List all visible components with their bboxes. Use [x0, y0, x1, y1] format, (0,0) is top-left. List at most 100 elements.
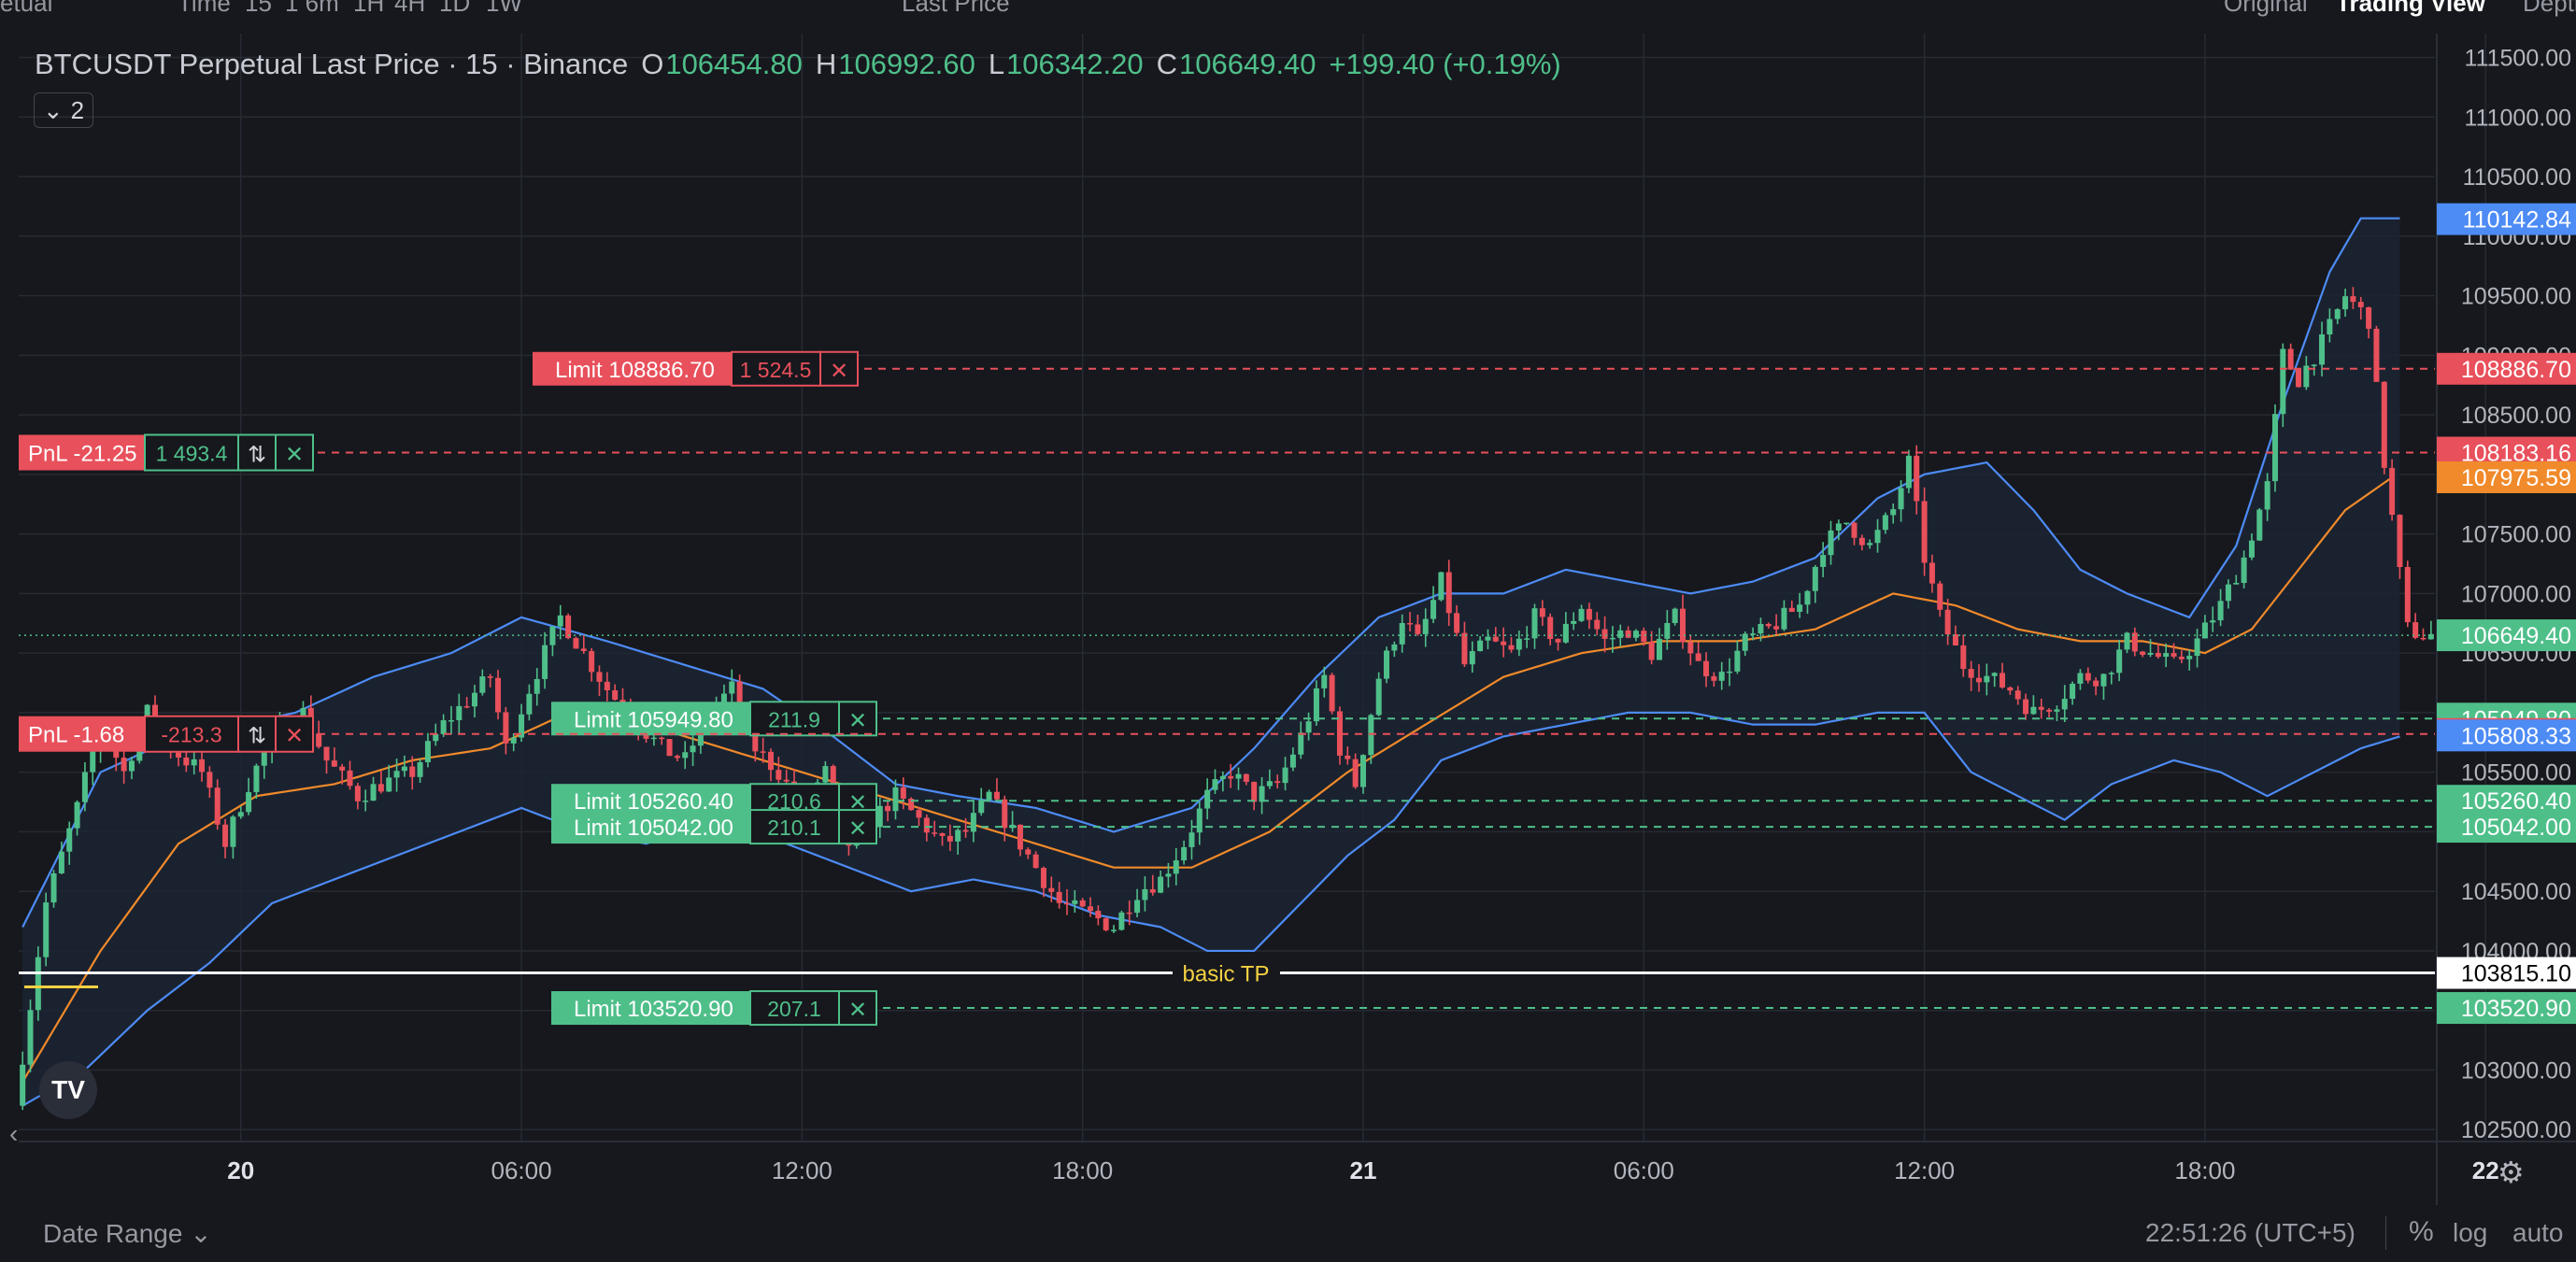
tradingview-logo[interactable]: TV [39, 1061, 97, 1119]
candle-body [580, 648, 587, 651]
candle-body [2147, 652, 2154, 655]
position-ticket[interactable]: PnL -21.25 1 493.4 ⇅ ✕ [19, 433, 2435, 472]
toolbar-item[interactable]: Time [178, 0, 231, 17]
price-label-box [2437, 619, 2576, 652]
candle-body [479, 676, 486, 693]
candle-body [2397, 515, 2403, 568]
tp-label: basic TP [1183, 962, 1270, 987]
candle-body [1469, 651, 1475, 665]
candle-body [1867, 543, 1873, 546]
toolbar-item[interactable]: Depth [2523, 0, 2576, 17]
candle-body [1305, 721, 1312, 733]
candle-body [1111, 929, 1117, 931]
candle-body [1399, 623, 1405, 645]
percent-scale-toggle[interactable]: % [2409, 1216, 2434, 1247]
candle-body [908, 799, 915, 811]
candle-body [1578, 608, 1585, 621]
candle-body [424, 741, 431, 762]
candle-body [939, 833, 946, 836]
toolbar-item[interactable]: Trading View [2336, 0, 2485, 17]
candle-body [885, 805, 891, 812]
toolbar-item[interactable]: 15 [245, 0, 272, 17]
candle-body [1196, 808, 1203, 833]
candle-body [1375, 678, 1382, 716]
candle-body [1352, 759, 1359, 787]
time-tick: 12:00 [1894, 1156, 1955, 1184]
candle-body [487, 676, 493, 678]
candle-body [1492, 636, 1499, 642]
candle-body [1422, 618, 1429, 634]
candle-body [1656, 638, 1662, 660]
candle-body [206, 772, 213, 788]
order-ticket[interactable]: Limit 105042.00 210.1 ✕ [551, 809, 877, 845]
close-icon-box [838, 809, 877, 845]
candle-body [1384, 650, 1390, 679]
gear-icon[interactable]: ⚙ [2498, 1156, 2525, 1189]
date-range-button[interactable]: Date Range ⌄ [43, 1219, 212, 1248]
toolbar-item[interactable]: etual [0, 0, 53, 17]
candle-body [1952, 634, 1958, 645]
ohlc-high: H106992.60 [815, 48, 975, 80]
candle-body [565, 615, 572, 639]
candle-body [1680, 608, 1686, 643]
toolbar-item[interactable]: 1W [486, 0, 522, 17]
price-tick: 107000.00 [2461, 581, 2571, 607]
candle-body [876, 805, 883, 828]
log-scale-toggle[interactable]: log [2453, 1218, 2488, 1247]
candle-body [2178, 656, 2185, 659]
clock-timezone[interactable]: 22:51:26 (UTC+5) [2145, 1218, 2355, 1247]
candle-body [2217, 601, 2224, 621]
candle-body [1204, 789, 1211, 809]
candle-body [20, 1064, 26, 1106]
candle-body [1835, 523, 1842, 531]
candle-body [1858, 537, 1865, 546]
candle-body [1501, 641, 1507, 645]
candle-body [246, 792, 252, 813]
ohlc-low: L106342.20 [988, 48, 1144, 80]
candle-body [2163, 653, 2170, 658]
toolbar-item[interactable]: 1 6m [285, 0, 339, 17]
time-tick: 06:00 [491, 1156, 552, 1184]
auto-scale-toggle[interactable]: auto [2512, 1218, 2564, 1247]
candle-body [589, 650, 595, 673]
toolbar-item[interactable]: Last Price [902, 0, 1010, 17]
candle-body [1118, 912, 1125, 930]
candle-body [892, 787, 899, 812]
candle-body [323, 746, 330, 761]
position-ticket[interactable]: PnL -1.68 -213.3 ⇅ ✕ [19, 715, 2435, 753]
candle-body [2404, 567, 2411, 623]
order-ticket[interactable]: Limit 103520.90 207.1 ✕ [551, 990, 877, 1027]
position-pnl: PnL -21.25 [28, 441, 137, 466]
reverse-icon: ⇅ [248, 724, 266, 749]
candle-body [2093, 680, 2099, 687]
order-qty-box [749, 990, 840, 1027]
toolbar-item[interactable]: 4H [394, 0, 426, 17]
order-ticket[interactable]: Limit 105949.80 211.9 ✕ [551, 701, 877, 737]
price-label-text: 110142.84 [2463, 207, 2571, 234]
candle-body [386, 777, 392, 792]
candle-body [2342, 296, 2349, 310]
price-tick: 111500.00 [2465, 46, 2571, 72]
candle-body [2077, 673, 2084, 684]
candle-body [2023, 699, 2029, 715]
candle-body [1617, 630, 1624, 638]
toolbar-item[interactable]: Original [2224, 0, 2308, 17]
candle-body [1134, 900, 1141, 914]
candle-body [1968, 669, 1974, 678]
order-ticket[interactable]: Limit 108886.70 1 524.5 ✕ [533, 350, 859, 387]
candle-body [2070, 683, 2076, 700]
indicators-toggle-button[interactable]: ⌄ 2 [34, 92, 93, 128]
candle-body [510, 737, 517, 744]
candle-body [1991, 673, 1998, 676]
toolbar-item[interactable]: 1H [353, 0, 385, 17]
candle-body [43, 902, 50, 957]
toolbar-item[interactable]: 1D [439, 0, 471, 17]
candle-body [2030, 706, 2037, 715]
candle-body [1508, 645, 1515, 650]
chevron-down-icon: ⌄ [42, 95, 64, 124]
candle-body [2186, 656, 2193, 659]
candle-body [472, 692, 478, 707]
candle-body [74, 801, 80, 829]
candle-body [993, 791, 1000, 800]
